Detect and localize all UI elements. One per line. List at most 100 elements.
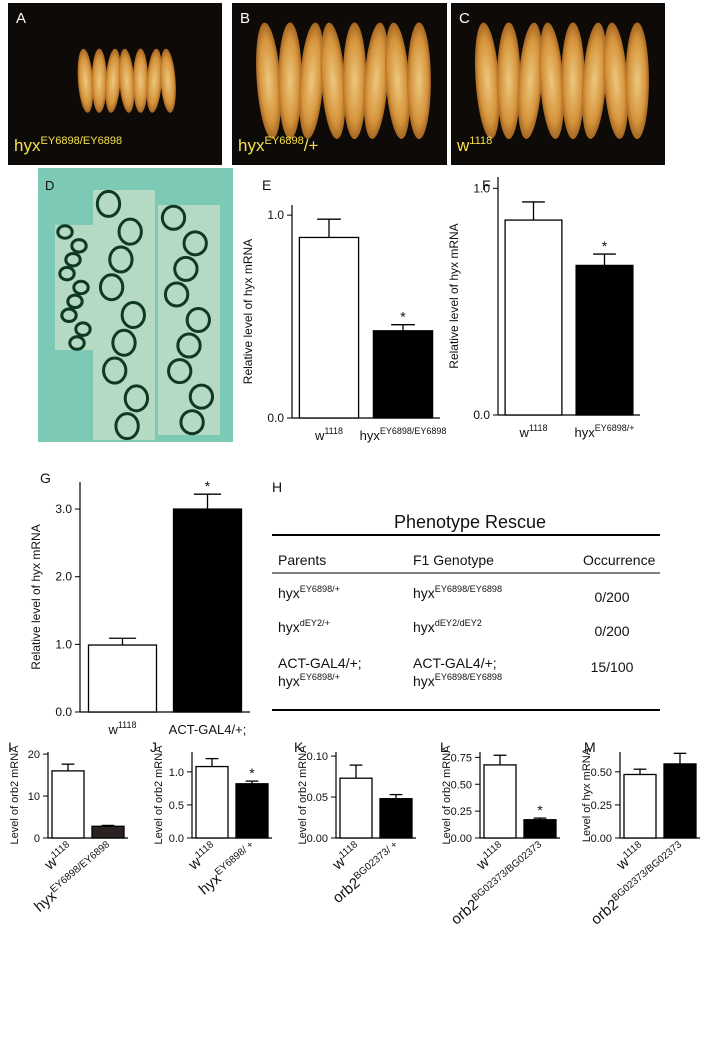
table-header: F1 Genotype [413, 552, 494, 568]
text-run: w [456, 136, 470, 155]
category-superscript: 1118 [337, 839, 360, 861]
y-tick-label: 0.0 [169, 833, 184, 845]
bar [379, 798, 413, 839]
larva [160, 48, 176, 113]
superscript: EY6898/+ [300, 672, 340, 682]
tissue-structure [163, 281, 190, 308]
larva [118, 48, 135, 113]
panel-label: H [272, 479, 282, 495]
tissue-structure [114, 412, 140, 441]
y-tick-label: 0.5 [169, 800, 184, 812]
y-axis-label: Level of orb2 mRNA [9, 745, 21, 845]
x-tick-label: hyxEY6898/EY6898 [360, 426, 447, 443]
table-header: Parents [278, 552, 326, 568]
photo-caption: w1118 [456, 135, 492, 155]
tissue-structure [120, 301, 146, 329]
bar [339, 777, 373, 839]
bar [51, 770, 85, 839]
category: w [314, 428, 325, 443]
table-cell: ACT-GAL4/+; [413, 655, 497, 671]
table-cell: ACT-GAL4/+; [278, 655, 362, 671]
tissue-structure [108, 245, 134, 274]
bar [663, 763, 697, 839]
y-tick-label: 10 [28, 791, 40, 803]
larva [132, 48, 149, 113]
larva [342, 22, 367, 140]
superscript: 1118 [469, 135, 492, 147]
y-tick-label: 0.05 [307, 792, 328, 804]
larva [299, 22, 325, 139]
larva [625, 22, 649, 140]
y-tick-label: 0.50 [451, 779, 472, 791]
x-tick-label: hyxEY6898/+ [574, 423, 634, 440]
superscript: dEY2/dEY2 [435, 618, 482, 628]
superscript: EY6898/EY6898 [435, 672, 502, 682]
y-tick-label: 0.25 [591, 800, 612, 812]
bar [298, 236, 360, 419]
y-tick-label: 1.0 [169, 767, 184, 779]
category-superscript: 1118 [49, 839, 72, 861]
y-axis-label: Relative level of hyx mRNA [447, 223, 461, 368]
table-cell: hyxEY6898/EY6898 [413, 672, 502, 689]
larva [278, 22, 302, 140]
panel-label: B [240, 10, 250, 27]
y-tick-label: 0.00 [451, 833, 472, 845]
text-run: 0/200 [594, 623, 629, 639]
category-superscript: BG02373/ + [352, 839, 400, 882]
superscript: EY6898/EY6898 [435, 584, 502, 594]
tissue-structure [188, 383, 215, 410]
table-header: Occurrence [583, 552, 656, 568]
larva [474, 22, 500, 139]
superscript: EY6898 [264, 135, 303, 147]
y-tick-label: 3.0 [55, 502, 72, 516]
y-axis-label: Level of orb2 mRNA [153, 745, 165, 845]
y-tick-label: 0.75 [451, 752, 472, 764]
tissue-structure [60, 307, 78, 324]
tissue-structure [72, 279, 90, 296]
bar [372, 330, 434, 419]
tissue-structure [66, 293, 84, 310]
tissue-structure [185, 307, 211, 333]
larva [385, 22, 411, 139]
text-run: 0/200 [594, 589, 629, 605]
bar [523, 819, 557, 839]
photo-caption: hyxEY6898/EY6898 [14, 135, 122, 155]
tissue-structure [64, 251, 82, 268]
y-tick-label: 0.0 [473, 408, 490, 422]
larva [363, 22, 389, 139]
tissue-structure [117, 217, 143, 246]
table-cell: hyxdEY2/+ [278, 618, 330, 635]
y-tick-label: 0.00 [307, 833, 328, 845]
text-run: /+ [304, 136, 319, 155]
x-tick-label: w1118 [518, 423, 547, 440]
panel-label: A [16, 10, 26, 27]
tissue-structure [111, 328, 137, 357]
tissue-structure [58, 265, 76, 282]
bar [91, 825, 125, 839]
superscript: EY6898/+ [300, 584, 340, 594]
larva [256, 22, 282, 139]
significance-mark: * [205, 478, 211, 494]
y-tick-label: 0.00 [591, 833, 612, 845]
larva [407, 22, 431, 140]
larva [91, 48, 107, 113]
category-superscript: EY6898/EY6898 [380, 426, 447, 436]
tissue-structure [123, 384, 150, 413]
tissue-structure [160, 204, 187, 231]
significance-mark: * [537, 802, 543, 818]
bar [504, 219, 563, 416]
larva [517, 22, 543, 139]
larva [581, 22, 607, 139]
y-tick-label: 0.0 [55, 705, 72, 719]
category-superscript: EY6898/+ [595, 423, 635, 433]
text-run: hyx [238, 136, 265, 155]
category-superscript: EY6898/ + [213, 839, 256, 878]
y-tick-label: 0.50 [591, 767, 612, 779]
x-tick-label: w1118 [107, 720, 136, 737]
category: hyx [360, 428, 381, 443]
bar [235, 783, 269, 839]
larva [146, 48, 163, 113]
superscript: dEY2/+ [300, 618, 330, 628]
x-tick-label: hyxEY6898/EY6898 [30, 839, 116, 916]
